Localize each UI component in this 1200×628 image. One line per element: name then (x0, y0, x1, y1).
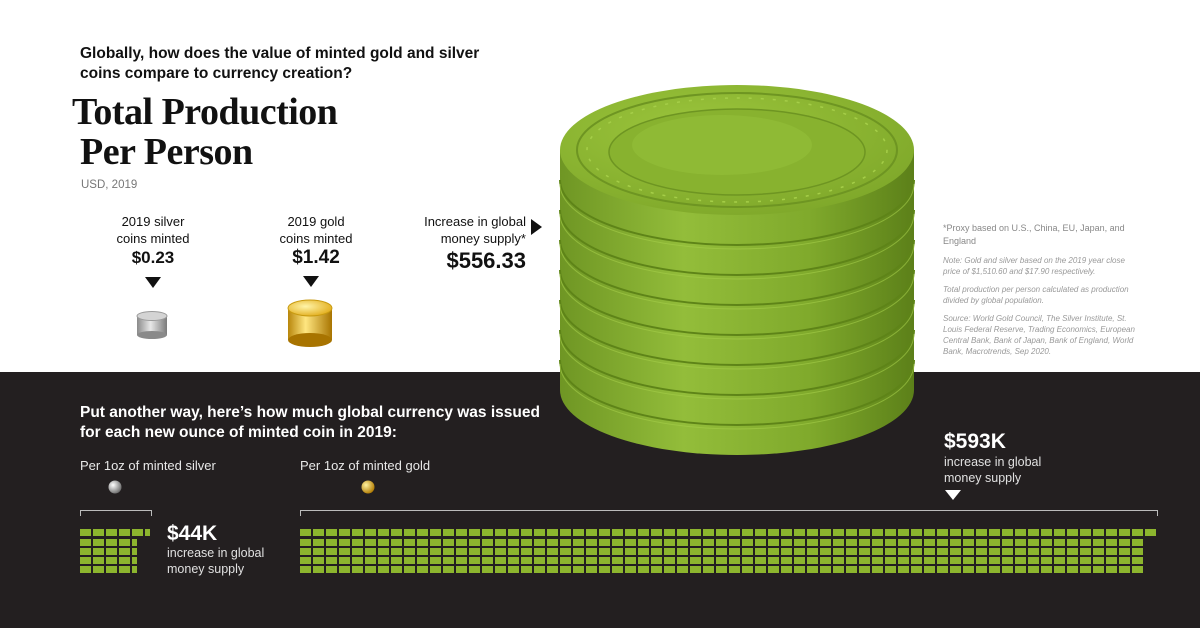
silver-coin-icon (136, 311, 168, 339)
gold-ball-icon (361, 480, 375, 494)
silver-grid-row (80, 548, 137, 555)
notes-block: *Proxy based on U.S., China, EU, Japan, … (943, 222, 1143, 364)
silver-oz-desc-line-2: money supply (167, 562, 245, 576)
gold-coin-icon (287, 299, 333, 347)
silver-oz-desc: increase in global money supply (167, 545, 264, 577)
title-line-1: Total Production (72, 91, 338, 133)
gold-oz-desc-line-2: money supply (944, 471, 1022, 485)
band-heading: Put another way, here’s how much global … (80, 404, 540, 441)
gold-pointer-icon (945, 490, 961, 500)
gold-value: $1.42 (292, 247, 340, 268)
gold-arrow-icon (303, 276, 319, 287)
silver-oz-value: $44K (167, 522, 218, 545)
page-title: Total Production Per Person (72, 91, 338, 173)
gold-grid-row (300, 529, 1156, 536)
gold-oz-value: $593K (944, 430, 1006, 453)
gold-oz-label: Per 1oz of minted gold (300, 458, 431, 473)
gold-oz-desc-line-1: increase in global (944, 455, 1042, 469)
gold-oz-desc: increase in global money supply (944, 454, 1041, 486)
silver-label-line-1: 2019 silver (121, 214, 185, 229)
gold-grid-row (300, 557, 1145, 564)
money-label-line-1: Increase in global (424, 214, 526, 229)
silver-value: $0.23 (131, 248, 175, 267)
proxy-note: *Proxy based on U.S., China, EU, Japan, … (943, 223, 1125, 246)
silver-oz-label: Per 1oz of minted silver (80, 458, 216, 473)
price-note: Note: Gold and silver based on the 2019 … (943, 256, 1125, 276)
silver-grid-row (80, 539, 137, 546)
units-label: USD, 2019 (81, 179, 138, 191)
gold-label-line-1: 2019 gold (287, 214, 345, 229)
money-value: $556.33 (446, 248, 526, 273)
gold-label-line-2: coins minted (279, 231, 353, 246)
gold-grid-row (300, 548, 1145, 555)
money-stack-icon (559, 85, 915, 455)
silver-grid-row (80, 529, 150, 536)
silver-label-line-2: coins minted (116, 231, 190, 246)
gold-grid-row (300, 566, 1145, 573)
source-note: Source: World Gold Council, The Silver I… (943, 314, 1135, 356)
method-note: Total production per person calculated a… (943, 285, 1129, 305)
silver-ball-icon (108, 480, 122, 494)
money-label: Increase in global money supply* (410, 213, 526, 247)
gold-grid-row (300, 539, 1145, 546)
silver-arrow-icon (145, 277, 161, 288)
silver-grid-row (80, 557, 137, 564)
gold-bracket (300, 510, 1158, 516)
money-label-line-2: money supply* (440, 231, 526, 246)
silver-oz-desc-line-1: increase in global (167, 546, 265, 560)
money-arrow-icon (531, 219, 542, 235)
title-line-2: Per Person (80, 131, 253, 173)
question-subtitle: Globally, how does the value of minted g… (80, 45, 480, 82)
gold-label: 2019 gold coins minted (256, 213, 376, 247)
silver-grid-row (80, 566, 137, 573)
silver-label: 2019 silver coins minted (98, 213, 208, 247)
silver-bracket (80, 510, 152, 516)
